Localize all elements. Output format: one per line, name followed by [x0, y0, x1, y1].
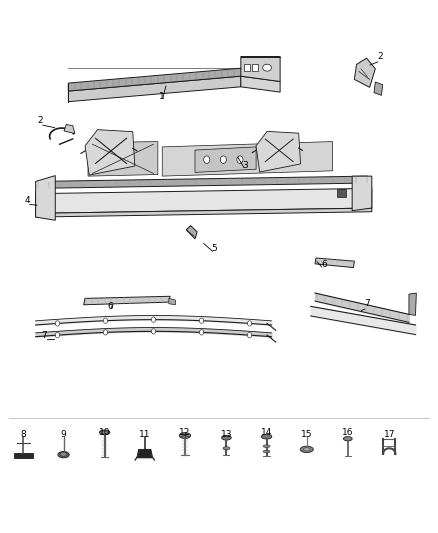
- Text: 12: 12: [179, 428, 191, 437]
- Text: 4: 4: [24, 196, 30, 205]
- Polygon shape: [64, 125, 75, 134]
- Polygon shape: [68, 68, 241, 91]
- Polygon shape: [409, 293, 417, 316]
- Circle shape: [151, 329, 155, 334]
- Circle shape: [55, 333, 60, 338]
- Polygon shape: [186, 225, 197, 239]
- Text: 10: 10: [99, 428, 110, 437]
- Circle shape: [247, 321, 252, 326]
- Ellipse shape: [58, 451, 69, 458]
- Circle shape: [103, 318, 108, 324]
- Text: 3: 3: [242, 161, 248, 170]
- Ellipse shape: [343, 437, 352, 441]
- Polygon shape: [315, 258, 354, 268]
- Ellipse shape: [303, 448, 310, 451]
- Text: 5: 5: [212, 245, 218, 254]
- Polygon shape: [352, 176, 372, 211]
- Polygon shape: [374, 82, 383, 95]
- Polygon shape: [354, 58, 375, 87]
- Ellipse shape: [263, 64, 272, 71]
- Circle shape: [237, 156, 243, 164]
- Polygon shape: [195, 147, 256, 172]
- Polygon shape: [38, 176, 367, 188]
- Circle shape: [151, 317, 155, 322]
- Polygon shape: [84, 296, 170, 305]
- Ellipse shape: [261, 434, 272, 439]
- Text: 6: 6: [321, 261, 327, 269]
- Text: 14: 14: [261, 428, 272, 437]
- Ellipse shape: [222, 435, 231, 440]
- Text: 2: 2: [37, 116, 43, 125]
- Polygon shape: [35, 188, 372, 213]
- Polygon shape: [137, 449, 152, 458]
- Polygon shape: [85, 130, 135, 175]
- FancyBboxPatch shape: [252, 64, 258, 71]
- Polygon shape: [35, 175, 55, 220]
- Circle shape: [55, 321, 60, 326]
- Circle shape: [103, 330, 108, 335]
- Ellipse shape: [60, 452, 67, 456]
- Circle shape: [220, 156, 226, 164]
- Ellipse shape: [102, 431, 108, 434]
- Ellipse shape: [263, 445, 270, 448]
- FancyBboxPatch shape: [244, 64, 251, 71]
- Text: 17: 17: [384, 430, 395, 439]
- Ellipse shape: [99, 430, 110, 435]
- Circle shape: [247, 333, 252, 338]
- Ellipse shape: [263, 450, 270, 453]
- Ellipse shape: [223, 447, 230, 450]
- Text: 1: 1: [159, 92, 165, 101]
- Text: 7: 7: [364, 299, 370, 308]
- Polygon shape: [256, 131, 300, 172]
- Polygon shape: [68, 76, 241, 102]
- Text: 7: 7: [42, 331, 47, 340]
- Polygon shape: [88, 142, 158, 176]
- Ellipse shape: [300, 446, 313, 453]
- Text: 2: 2: [378, 52, 383, 61]
- Polygon shape: [169, 298, 175, 305]
- Circle shape: [199, 330, 204, 335]
- Text: 9: 9: [61, 430, 67, 439]
- Polygon shape: [162, 142, 332, 176]
- FancyBboxPatch shape: [337, 189, 346, 197]
- Text: 13: 13: [221, 430, 232, 439]
- Polygon shape: [241, 76, 280, 92]
- Circle shape: [199, 318, 204, 324]
- Text: 15: 15: [301, 430, 312, 439]
- Text: 11: 11: [139, 430, 151, 439]
- Polygon shape: [14, 453, 33, 458]
- Text: 6: 6: [107, 302, 113, 311]
- Text: 8: 8: [21, 430, 26, 439]
- Ellipse shape: [179, 433, 191, 439]
- Polygon shape: [241, 56, 280, 82]
- Polygon shape: [35, 208, 372, 217]
- Text: 16: 16: [342, 428, 353, 437]
- Circle shape: [204, 156, 210, 164]
